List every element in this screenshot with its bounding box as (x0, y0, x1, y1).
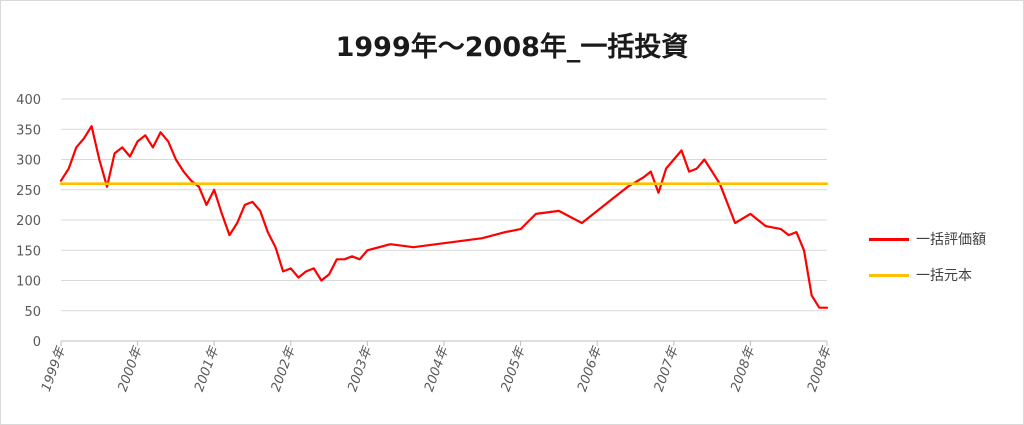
x-tick-label: 2002年 (269, 343, 300, 393)
series-line-value (59, 125, 829, 309)
x-tick-label: 2004年 (422, 343, 453, 393)
chart-title: 1999年～2008年_一括投資 (335, 32, 689, 63)
legend-label-value: 一括評価額 (916, 232, 986, 248)
y-tick-label: 350 (16, 123, 41, 138)
legend-item-principal: 一括元本 (869, 257, 1019, 293)
x-tick-label: 2001年 (192, 343, 223, 393)
x-tick-label: 2003年 (345, 343, 376, 393)
legend: 一括評価額 一括元本 (869, 221, 1019, 293)
y-tick-label: 150 (16, 244, 41, 259)
y-tick-label: 300 (16, 154, 41, 169)
y-tick-label: 100 (16, 275, 41, 290)
y-tick-label: 200 (16, 214, 41, 229)
x-tick-label: 2000年 (115, 343, 146, 393)
y-tick-label: 400 (16, 93, 41, 108)
x-tick-label: 2008年 (805, 343, 836, 393)
x-tick-label: 2006年 (575, 343, 606, 393)
legend-item-value: 一括評価額 (869, 221, 1019, 257)
x-tick-label: 2005年 (498, 343, 529, 393)
x-tick-label: 1999年 (39, 343, 70, 393)
legend-swatch-principal (869, 273, 909, 277)
y-tick-label: 250 (16, 184, 41, 199)
y-tick-label: 50 (24, 305, 41, 320)
legend-label-principal: 一括元本 (916, 268, 972, 284)
y-tick-label: 0 (33, 335, 41, 350)
x-tick-label: 2008年 (728, 343, 759, 393)
legend-swatch-value (869, 237, 909, 241)
x-tick-label: 2007年 (652, 343, 683, 393)
